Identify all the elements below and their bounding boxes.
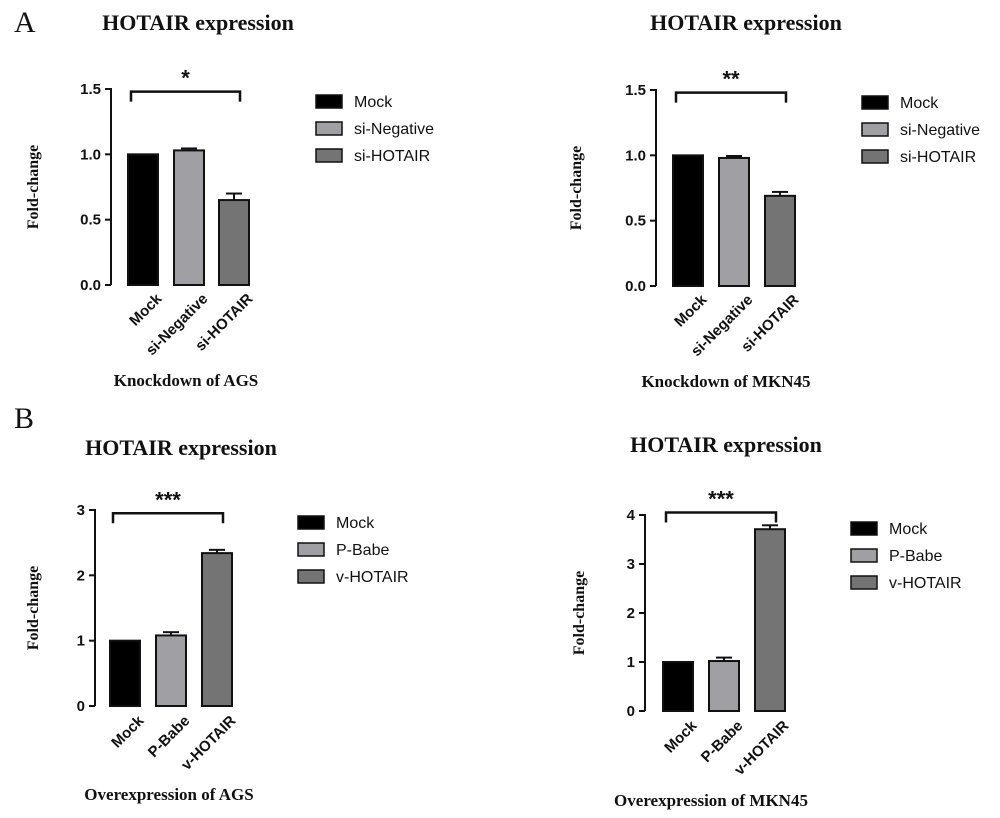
- chart-3-legend-entry: Mock: [336, 515, 375, 532]
- chart-4-significance-label: ***: [708, 487, 734, 512]
- chart-4-significance-bracket: [664, 511, 778, 523]
- chart-4-y-tick-label: 0: [627, 703, 635, 720]
- chart-3-legend-swatch: [297, 515, 325, 530]
- chart-2-y-label: Fold-change: [568, 146, 585, 230]
- chart-2-legend-entry: si-HOTAIR: [900, 149, 976, 166]
- chart-4-title: HOTAIR expression: [630, 432, 822, 457]
- chart-2-legend-entry: Mock: [900, 95, 939, 112]
- chart-4-x-label: Overexpression of MKN45: [614, 791, 808, 810]
- chart-2-legend-swatch: [861, 122, 889, 137]
- chart-2-legend-swatch: [861, 95, 889, 110]
- chart-3-title: HOTAIR expression: [85, 435, 277, 460]
- chart-1-legend-entry: si-Negative: [354, 121, 434, 138]
- chart-2-significance-label: **: [722, 67, 740, 92]
- chart-4-y-tick-label: 2: [627, 605, 635, 622]
- charts-group: HOTAIR expression 0.0 0.5 1.0 1.5 Fold-change…: [25, 10, 980, 810]
- chart-1-x-label: Knockdown of AGS: [114, 371, 259, 390]
- chart-3: HOTAIR expression 0 1 2 3 Fold-change Mock P-Ba…: [25, 435, 409, 804]
- chart-2-y-tick-label: 1.5: [625, 82, 646, 99]
- chart-3-y-label: Fold-change: [25, 566, 42, 650]
- chart-2-y-tick-label: 0.0: [625, 278, 646, 295]
- chart-1-bar-si-hotair: [218, 199, 250, 286]
- chart-2-bar-si-negative: [718, 156, 750, 287]
- chart-1-legend-entry: si-HOTAIR: [354, 148, 430, 165]
- chart-1-legend-entry: Mock: [354, 94, 393, 111]
- chart-3-x-label: Overexpression of AGS: [84, 785, 253, 804]
- chart-2-title: HOTAIR expression: [650, 10, 842, 35]
- chart-2: HOTAIR expression 0.0 0.5 1.0 1.5 Fold-change…: [568, 10, 980, 391]
- chart-4-bar-p-babe: [708, 660, 740, 713]
- chart-1-category-label: Mock: [126, 290, 166, 330]
- chart-4-legend-entry: P-Babe: [889, 548, 942, 565]
- chart-1-y-tick-label: 0.5: [80, 212, 101, 229]
- chart-2-y-tick-label: 0.5: [625, 213, 646, 230]
- chart-3-bar-v-hotair: [201, 552, 233, 707]
- chart-4-y-label: Fold-change: [571, 571, 588, 655]
- chart-4-category-label: Mock: [661, 717, 701, 757]
- chart-3-y-tick-label: 2: [77, 567, 85, 584]
- chart-2-y-tick-label: 1.0: [625, 147, 646, 164]
- chart-1-y-tick-label: 1.0: [80, 146, 101, 163]
- chart-3-legend-entry: P-Babe: [336, 542, 389, 559]
- chart-3-y-tick-label: 3: [77, 502, 85, 519]
- chart-4-legend-entry: v-HOTAIR: [889, 575, 962, 592]
- chart-3-legend-entry: v-HOTAIR: [336, 569, 409, 586]
- chart-2-bar-si-hotair: [764, 194, 796, 287]
- chart-4-y-tick-label: 1: [627, 654, 635, 671]
- chart-3-legend-swatch: [297, 542, 325, 557]
- chart-1-significance-label: *: [181, 66, 190, 91]
- chart-4-y-tick-label: 3: [627, 556, 635, 573]
- panel-letter-a: A: [14, 6, 36, 39]
- chart-4-bar-v-hotair: [754, 528, 786, 713]
- chart-1-legend-swatch: [315, 148, 343, 163]
- chart-3-bar-p-babe: [155, 634, 187, 707]
- chart-2-significance-bracket: [674, 91, 788, 103]
- chart-1-title: HOTAIR expression: [102, 10, 294, 35]
- chart-1-legend-swatch: [315, 94, 343, 109]
- chart-3-y-tick-label: 1: [77, 633, 85, 650]
- chart-2-x-label: Knockdown of MKN45: [641, 372, 810, 391]
- chart-3-category-label: Mock: [108, 712, 148, 752]
- chart-4-legend-swatch: [850, 521, 878, 536]
- chart-3-bar-mock: [109, 639, 141, 708]
- chart-3-significance-bracket: [111, 512, 225, 524]
- chart-1-bar-si-negative: [173, 149, 205, 286]
- chart-4: HOTAIR expression 0 1 2 3 4 Fold-change Mock P-B…: [571, 432, 962, 810]
- chart-4-legend-swatch: [850, 548, 878, 563]
- chart-3-y-tick-label: 0: [77, 698, 85, 715]
- chart-4-bar-mock: [662, 661, 694, 712]
- chart-2-category-label: Mock: [671, 291, 711, 331]
- chart-1: HOTAIR expression 0.0 0.5 1.0 1.5 Fold-change…: [25, 10, 434, 390]
- chart-2-legend-swatch: [861, 149, 889, 164]
- chart-4-legend-entry: Mock: [889, 521, 928, 538]
- chart-3-significance-label: ***: [155, 487, 181, 512]
- chart-1-y-label: Fold-change: [25, 145, 42, 229]
- chart-4-legend-swatch: [850, 575, 878, 590]
- chart-1-significance-bracket: [129, 90, 242, 102]
- panel-letter-b: B: [14, 402, 34, 435]
- chart-2-bar-mock: [672, 154, 704, 287]
- chart-1-legend-swatch: [315, 121, 343, 136]
- chart-1-bar-mock: [127, 153, 159, 286]
- chart-1-y-tick-label: 0.0: [80, 277, 101, 294]
- chart-3-legend-swatch: [297, 569, 325, 584]
- chart-1-y-tick-label: 1.5: [80, 81, 101, 98]
- chart-2-legend-entry: si-Negative: [900, 122, 980, 139]
- chart-4-y-tick-label: 4: [627, 507, 636, 524]
